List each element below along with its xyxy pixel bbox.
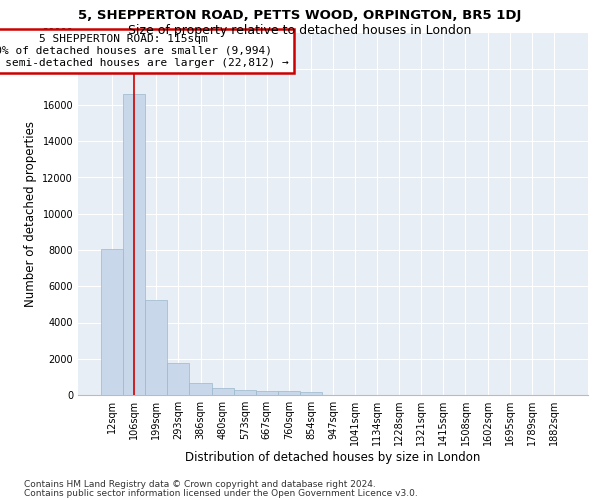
X-axis label: Distribution of detached houses by size in London: Distribution of detached houses by size … xyxy=(185,451,481,464)
Bar xyxy=(278,392,300,395)
Text: 5 SHEPPERTON ROAD: 115sqm
← 30% of detached houses are smaller (9,994)
70% of se: 5 SHEPPERTON ROAD: 115sqm ← 30% of detac… xyxy=(0,34,289,68)
Bar xyxy=(123,94,145,395)
Bar xyxy=(190,382,212,395)
Bar xyxy=(300,392,322,395)
Bar xyxy=(233,390,256,395)
Bar xyxy=(167,364,190,395)
Bar xyxy=(256,391,278,395)
Text: Contains HM Land Registry data © Crown copyright and database right 2024.: Contains HM Land Registry data © Crown c… xyxy=(24,480,376,489)
Bar xyxy=(145,300,167,395)
Bar xyxy=(101,249,123,395)
Text: Contains public sector information licensed under the Open Government Licence v3: Contains public sector information licen… xyxy=(24,489,418,498)
Y-axis label: Number of detached properties: Number of detached properties xyxy=(24,120,37,306)
Bar xyxy=(212,388,233,395)
Text: Size of property relative to detached houses in London: Size of property relative to detached ho… xyxy=(128,24,472,37)
Text: 5, SHEPPERTON ROAD, PETTS WOOD, ORPINGTON, BR5 1DJ: 5, SHEPPERTON ROAD, PETTS WOOD, ORPINGTO… xyxy=(79,9,521,22)
